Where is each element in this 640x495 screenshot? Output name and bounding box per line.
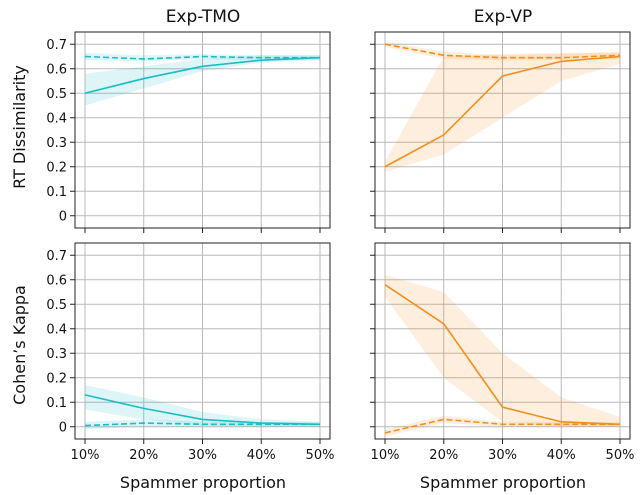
y-tick-label: 0.2 <box>46 160 67 175</box>
row-labels: RT Dissimilarity Cohen’s Kappa <box>10 65 29 405</box>
x-tick-label: 20% <box>429 448 458 463</box>
dashed-series-line <box>384 43 621 59</box>
x-tick-label: 30% <box>188 448 217 463</box>
solid-series-line <box>384 283 621 426</box>
x-tick-label: 10% <box>371 448 400 463</box>
y-tick-label: 0.5 <box>46 298 67 313</box>
y-tick-label: 0.7 <box>46 38 67 53</box>
column-title-exp-tmo: Exp-TMO <box>166 7 241 27</box>
ylabel-cohens-kappa: Cohen’s Kappa <box>10 285 29 405</box>
column-title-exp-vp: Exp-VP <box>474 7 533 27</box>
x-tick-label: 50% <box>306 448 335 463</box>
panel-2: 0 0.1 0.2 0.3 0.4 0.5 0.6 0.7 10% 20% 30% 40% 50% <box>46 242 335 463</box>
panel-3: 10% 20% 30% 40% 50% <box>370 242 635 463</box>
x-tick-label: 40% <box>247 448 276 463</box>
solid-series-band <box>85 385 320 427</box>
y-tick-label: 0.6 <box>46 62 67 77</box>
ylabel-rt-dissimilarity: RT Dissimilarity <box>10 65 29 189</box>
y-tick-label: 0.6 <box>46 273 67 288</box>
xlabel-exp-tmo: Spammer proportion <box>120 473 286 492</box>
y-tick-label: 0.3 <box>46 136 67 151</box>
dashed-series-line <box>384 418 620 434</box>
column-titles: Exp-TMO Exp-VP <box>166 7 533 27</box>
y-tick-label: 0.2 <box>46 371 67 386</box>
dashed-series-line <box>84 422 320 427</box>
xlabel-exp-vp: Spammer proportion <box>420 473 586 492</box>
y-tick-label: 0 <box>59 209 67 224</box>
solid-series-band <box>385 274 620 427</box>
y-tick-label: 0.5 <box>46 87 67 102</box>
x-tick-label: 20% <box>129 448 158 463</box>
y-tick-label: 0.1 <box>46 185 67 200</box>
y-tick-label: 0.7 <box>46 249 67 264</box>
x-tick-label: 40% <box>547 448 576 463</box>
solid-series-band <box>385 52 620 172</box>
solid-series-line <box>84 56 321 95</box>
y-tick-label: 0.4 <box>46 322 67 337</box>
y-tick-label: 0 <box>59 420 67 435</box>
x-axis-labels: Spammer proportion Spammer proportion <box>120 473 586 492</box>
panel-0: 0 0.1 0.2 0.3 0.4 0.5 0.6 0.7 <box>46 31 331 233</box>
solid-series-band <box>85 55 320 106</box>
solid-series-line <box>384 55 621 168</box>
y-tick-label: 0.4 <box>46 111 67 126</box>
y-tick-label: 0.3 <box>46 347 67 362</box>
x-tick-label: 10% <box>71 448 100 463</box>
dashed-series-line <box>84 55 320 60</box>
panels: 0 0.1 0.2 0.3 0.4 0.5 0.6 0.7 0 0.1 0.2 0.3 0.4 0.5 0.… <box>46 31 635 463</box>
y-tick-label: 0.1 <box>46 396 67 411</box>
x-tick-label: 30% <box>488 448 517 463</box>
dashed-series-band <box>385 415 620 437</box>
solid-series-line <box>84 394 321 426</box>
panel-1 <box>370 31 631 233</box>
x-tick-label: 50% <box>606 448 635 463</box>
